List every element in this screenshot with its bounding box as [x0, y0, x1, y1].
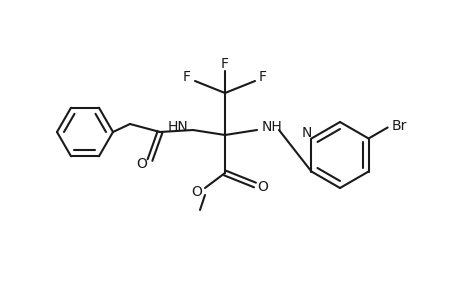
Text: N: N: [301, 125, 311, 140]
Text: HN: HN: [167, 120, 188, 134]
Text: Br: Br: [391, 118, 406, 133]
Text: F: F: [258, 70, 266, 84]
Text: O: O: [191, 185, 202, 199]
Text: F: F: [183, 70, 190, 84]
Text: O: O: [257, 180, 268, 194]
Text: F: F: [220, 57, 229, 71]
Text: O: O: [136, 157, 147, 171]
Text: NH: NH: [261, 120, 282, 134]
